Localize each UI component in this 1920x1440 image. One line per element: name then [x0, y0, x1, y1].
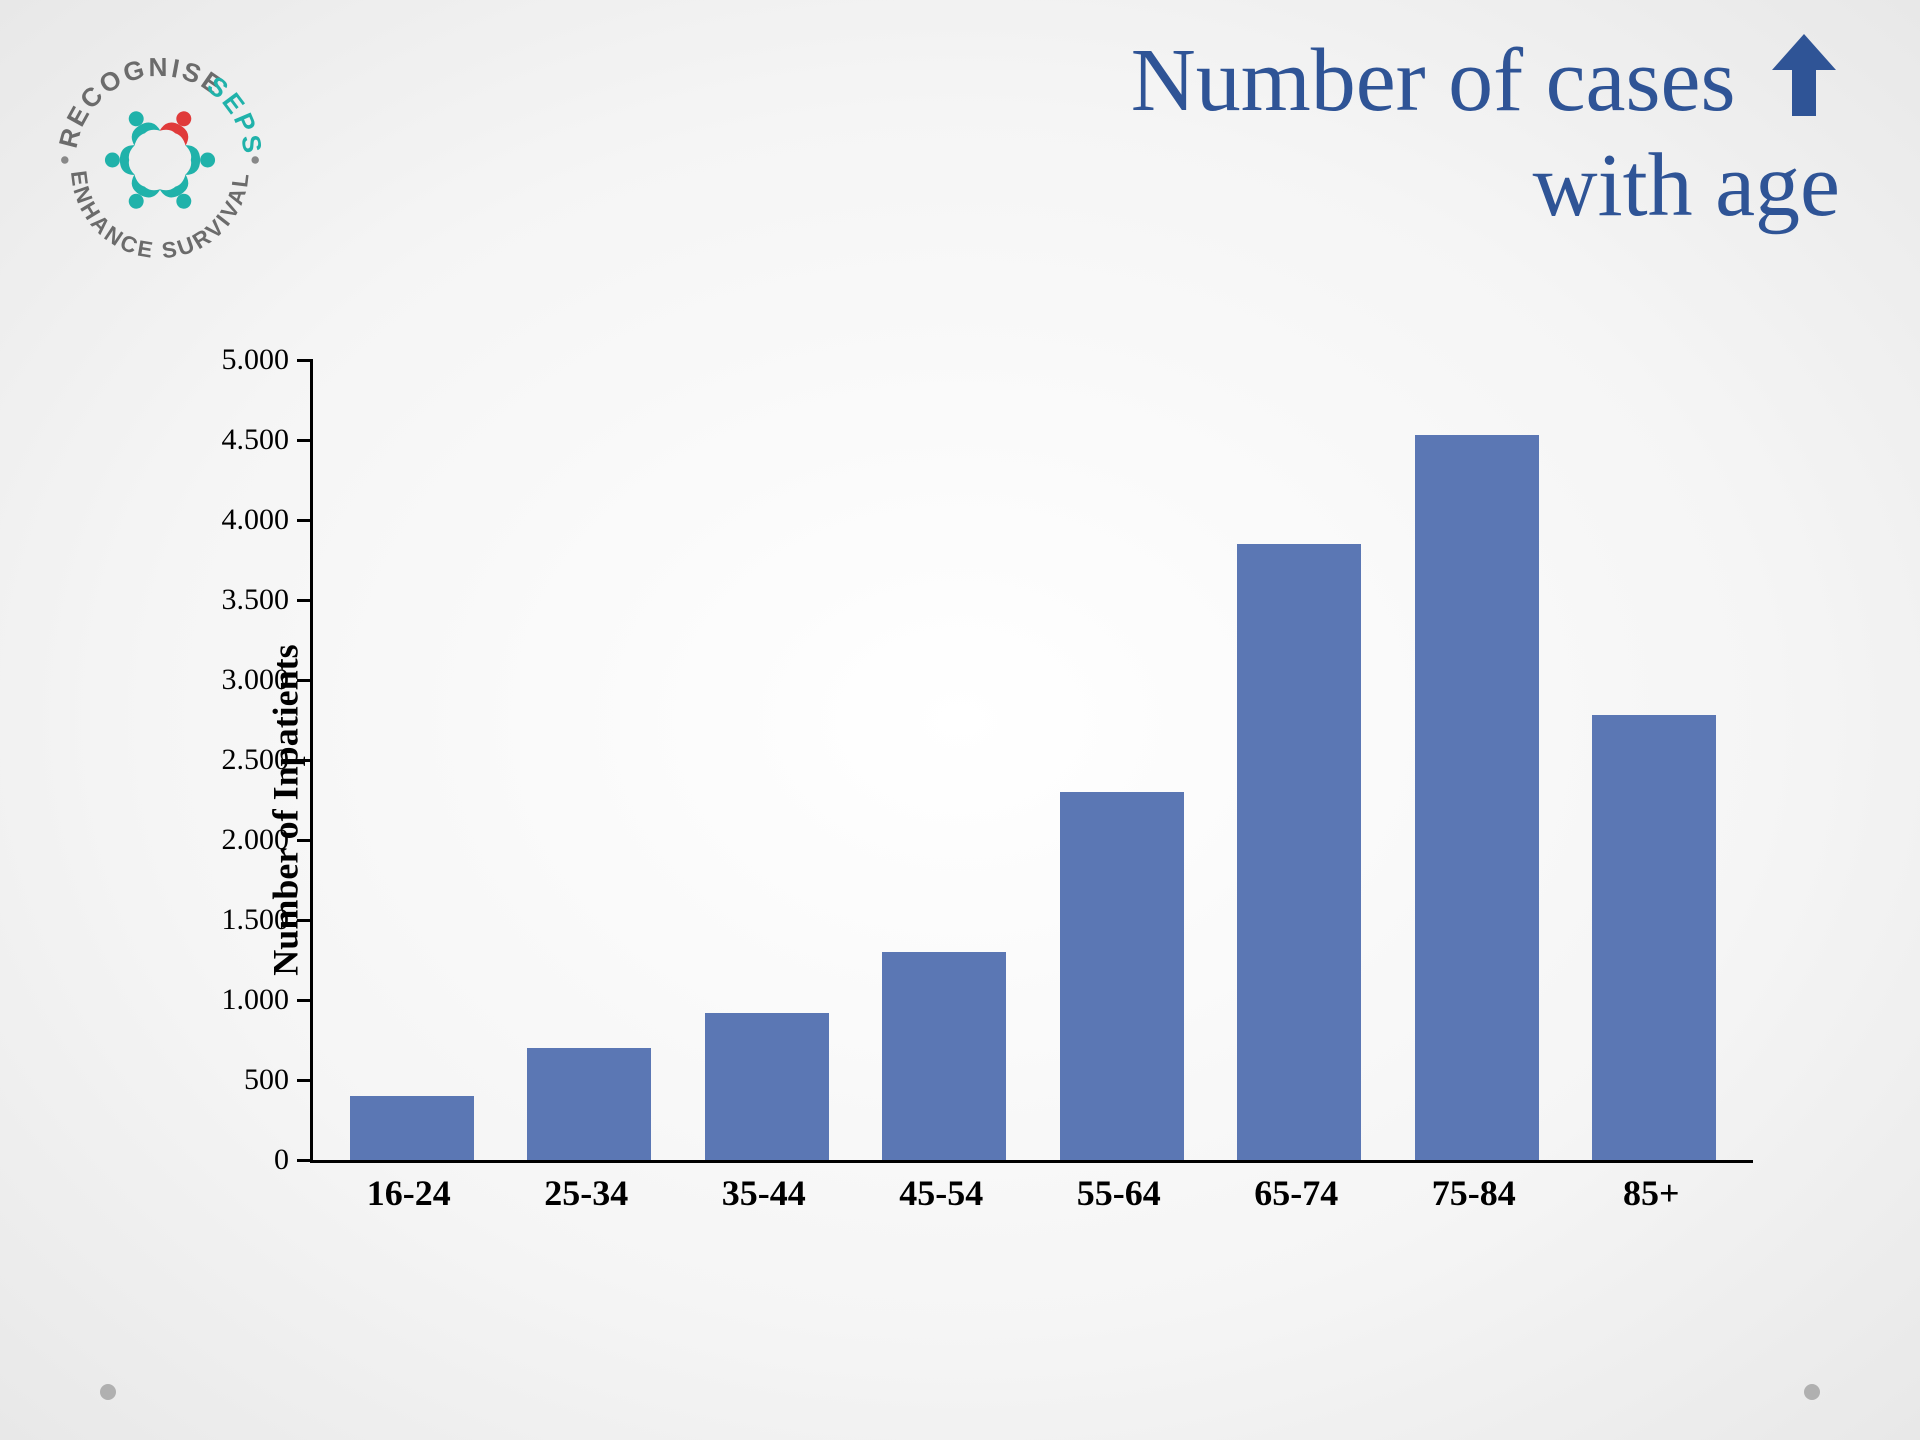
logo-bottom-text: ENHANCE SURVIVAL	[66, 169, 254, 263]
y-tick	[297, 999, 313, 1002]
footer-dot-left	[100, 1384, 116, 1400]
bar-slot	[678, 360, 856, 1160]
x-tick-label: 55-64	[1030, 1172, 1208, 1214]
x-tick-label: 65-74	[1208, 1172, 1386, 1214]
bar-slot	[501, 360, 679, 1160]
y-tick-label: 1.000	[222, 983, 290, 1017]
x-tick-label: 16-24	[320, 1172, 498, 1214]
bar-slot	[1388, 360, 1566, 1160]
footer-dot-right	[1804, 1384, 1820, 1400]
bar-slot	[323, 360, 501, 1160]
bar-slot	[1033, 360, 1211, 1160]
y-tick-label: 1.500	[222, 903, 290, 937]
y-tick	[297, 679, 313, 682]
y-tick-label: 2.000	[222, 823, 290, 857]
y-tick	[297, 919, 313, 922]
logo-people-ring	[105, 105, 215, 215]
y-tick-label: 2.500	[222, 743, 290, 777]
bar	[527, 1048, 651, 1160]
x-tick-label: 25-34	[498, 1172, 676, 1214]
y-tick-label: 3.000	[222, 663, 290, 697]
svg-text:ENHANCE SURVIVAL: ENHANCE SURVIVAL	[66, 169, 254, 263]
y-tick	[297, 359, 313, 362]
title-line-2: with age	[1131, 139, 1840, 234]
y-tick	[297, 1079, 313, 1082]
y-tick-label: 4.500	[222, 423, 290, 457]
x-tick-label: 85+	[1563, 1172, 1741, 1214]
y-tick	[297, 1159, 313, 1162]
bar-slot	[1211, 360, 1389, 1160]
chart-plot-area: 05001.0001.5002.0002.5003.0003.5004.0004…	[310, 360, 1753, 1163]
bar	[705, 1013, 829, 1160]
svg-text:RECOGNISE: RECOGNISE	[53, 52, 230, 151]
bar-slot	[1566, 360, 1744, 1160]
bar	[1060, 792, 1184, 1160]
y-tick	[297, 599, 313, 602]
bar	[1415, 435, 1539, 1160]
y-tick	[297, 439, 313, 442]
x-axis-labels: 16-2425-3435-4445-5455-6465-7475-8485+	[310, 1172, 1750, 1214]
x-tick-label: 35-44	[675, 1172, 853, 1214]
inpatients-by-age-chart: Number of Inpatients 05001.0001.5002.000…	[160, 360, 1780, 1260]
y-tick-label: 500	[244, 1063, 289, 1097]
bar-slot	[856, 360, 1034, 1160]
y-tick-label: 4.000	[222, 503, 290, 537]
bar	[1237, 544, 1361, 1160]
bars-container	[313, 360, 1753, 1160]
y-tick	[297, 519, 313, 522]
logo-dot-left	[61, 156, 68, 163]
y-tick-label: 5.000	[222, 343, 290, 377]
bar	[1592, 715, 1716, 1160]
sepsis-logo: RECOGNISE SEPSIS ENHANCE SURVIVAL	[20, 20, 300, 300]
arrow-up-icon	[1768, 30, 1840, 139]
title-line-1: Number of cases	[1131, 31, 1736, 130]
y-tick	[297, 759, 313, 762]
bar	[350, 1096, 474, 1160]
y-tick-label: 0	[274, 1143, 289, 1177]
logo-dot-right	[251, 156, 258, 163]
slide-title: Number of cases with age	[1131, 30, 1840, 233]
bar	[882, 952, 1006, 1160]
y-tick-label: 3.500	[222, 583, 290, 617]
y-tick	[297, 839, 313, 842]
x-tick-label: 75-84	[1385, 1172, 1563, 1214]
logo-top-text-1: RECOGNISE	[53, 52, 230, 151]
x-tick-label: 45-54	[853, 1172, 1031, 1214]
